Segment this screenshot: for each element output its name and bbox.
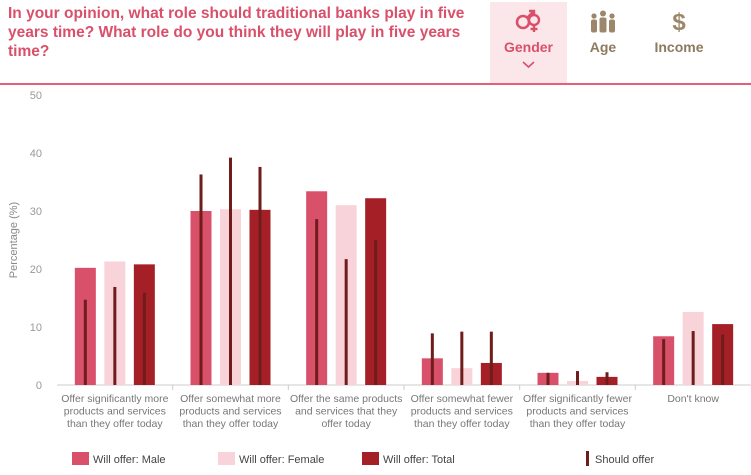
tab-gender-label: Gender <box>503 39 553 55</box>
people-icon <box>591 10 615 33</box>
y-axis-label: Percentage (%) <box>8 202 20 278</box>
header: In your opinion, what role should tradit… <box>0 0 751 85</box>
tab-income-label: Income <box>654 39 704 55</box>
y-tick-label: 40 <box>30 148 42 160</box>
page-title: In your opinion, what role should tradit… <box>8 5 465 60</box>
tab-income[interactable]: $ Income <box>645 2 713 83</box>
should-offer-marker <box>460 331 464 385</box>
y-tick-label: 20 <box>30 264 42 276</box>
should-offer-marker <box>83 299 87 385</box>
should-offer-marker <box>576 371 579 385</box>
should-offer-marker <box>142 292 146 385</box>
y-tick-label: 50 <box>30 90 42 102</box>
y-tick-label: 30 <box>30 206 42 218</box>
dollar-icon: $ <box>672 9 686 34</box>
x-tick-label: Offer the same products <box>290 393 402 405</box>
should-offer-marker <box>721 334 725 385</box>
x-tick-label: products and services <box>64 406 166 418</box>
should-offer-marker <box>691 331 695 385</box>
x-tick-label: Don't know <box>667 393 719 405</box>
x-tick-label: products and services <box>526 406 628 418</box>
x-tick-label: Offer significantly fewer <box>523 393 632 405</box>
x-tick-label: than they offer today <box>530 418 626 430</box>
legend-swatch <box>586 451 589 466</box>
tab-age[interactable]: Age <box>578 2 628 83</box>
x-tick-label: products and services <box>411 406 513 418</box>
should-offer-marker <box>489 331 493 385</box>
tab-age-label: Age <box>589 39 617 55</box>
x-tick-label: offer today <box>321 418 371 430</box>
should-offer-marker <box>662 339 666 385</box>
legend-label: Will offer: Male <box>93 454 166 466</box>
y-tick-label: 10 <box>30 322 42 334</box>
chevron-down-icon <box>522 61 535 69</box>
legend-label: Should offer <box>595 454 654 466</box>
should-offer-marker <box>315 219 319 385</box>
x-tick-label: than they offer today <box>414 418 510 430</box>
should-offer-marker <box>374 240 378 385</box>
svg-text:$: $ <box>672 9 686 34</box>
should-offer-marker <box>258 166 262 385</box>
legend-label: Will offer: Female <box>239 454 324 466</box>
y-tick-label: 0 <box>36 380 42 392</box>
should-offer-marker <box>430 333 434 385</box>
should-offer-marker <box>113 286 117 385</box>
x-tick-label: Offer significantly more <box>61 393 168 405</box>
x-tick-label: Offer somewhat fewer <box>411 393 514 405</box>
legend-label: Will offer: Total <box>383 454 455 466</box>
legend-swatch <box>362 452 379 465</box>
should-offer-marker <box>229 157 232 385</box>
tab-gender[interactable]: Gender <box>490 2 567 83</box>
x-tick-label: than they offer today <box>67 418 163 430</box>
legend-swatch <box>218 452 235 465</box>
should-offer-marker <box>344 259 348 385</box>
x-tick-label: Offer somewhat more <box>180 393 281 405</box>
x-tick-label: products and services <box>179 406 281 418</box>
should-offer-marker <box>199 174 203 385</box>
x-tick-label: and services that they <box>295 406 398 418</box>
should-offer-marker <box>546 372 550 385</box>
legend-swatch <box>72 452 89 465</box>
gender-icon <box>515 9 541 32</box>
should-offer-marker <box>605 372 609 385</box>
x-tick-label: than they offer today <box>183 418 279 430</box>
header-divider <box>0 83 751 85</box>
